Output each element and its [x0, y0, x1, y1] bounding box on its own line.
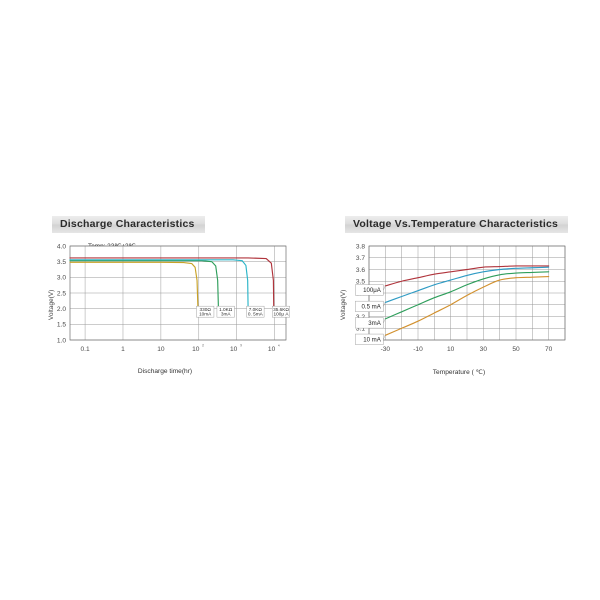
chart-panel-discharge: Discharge Characteristics Temp: 23℃±2℃ V…	[40, 216, 290, 381]
svg-text:1.0KΩ: 1.0KΩ	[219, 307, 233, 312]
x-tick-label: 50	[512, 346, 520, 353]
voltemp-plot-svg: 3.03.13.23.33.43.53.63.73.8-30-101030507…	[355, 243, 566, 353]
y-tick-label: 3.8	[356, 243, 365, 250]
svg-text:100μA: 100μA	[363, 287, 382, 294]
discharge-curve	[69, 257, 275, 310]
x-tick-label: 10	[157, 346, 165, 353]
voltemp-curve	[384, 265, 550, 287]
voltemp-curve-label: 100μA	[355, 284, 386, 296]
voltemp-curve	[384, 275, 550, 336]
y-tick-label: 2.5	[57, 290, 66, 297]
y-tick-label: 3.7	[356, 255, 365, 262]
discharge-plot-svg: 1.01.52.02.53.03.54.00.1 1 10 10 ² 10 ³ 10 ⁴330Ω…	[57, 243, 290, 353]
voltemp-curve-label: 3mA	[355, 317, 386, 329]
discharge-curve	[69, 259, 249, 310]
y-tick-label: 3.5	[356, 279, 365, 286]
svg-text:3mA: 3mA	[221, 312, 232, 317]
svg-text:10: 10	[230, 346, 238, 353]
svg-text:²: ²	[202, 344, 204, 349]
chart-title-voltemp: Voltage Vs.Temperature Characteristics	[345, 216, 569, 233]
x-tick-label: 30	[480, 346, 488, 353]
svg-text:0. 5mA: 0. 5mA	[248, 312, 264, 317]
svg-text:10mA: 10mA	[199, 312, 212, 317]
chart-title-discharge: Discharge Characteristics	[52, 216, 205, 233]
voltemp-curve-label: 10 mA	[355, 333, 386, 345]
svg-text:10 mA: 10 mA	[363, 336, 382, 343]
svg-text:7.0KΩ: 7.0KΩ	[249, 307, 263, 312]
x-tick-label: 10 ⁴	[268, 344, 280, 353]
y-tick-label: 3.5	[57, 259, 66, 266]
x-axis-label-voltemp: Temperature ( ℃)	[432, 369, 486, 376]
y-tick-label: 3.6	[356, 267, 365, 274]
svg-text:⁴: ⁴	[278, 344, 280, 349]
y-tick-label: 3.1	[356, 326, 365, 333]
discharge-curve	[69, 261, 199, 310]
discharge-curve	[69, 260, 220, 310]
plot-area-voltemp: 3.03.13.23.33.43.53.63.73.8-30-101030507…	[333, 240, 585, 365]
y-tick-label: 2.0	[57, 306, 66, 313]
plot-area-discharge: 1.0 1.5 2.0 2.5 3.0 3.5 4.0 0.1 1 10 10 ² 10 ³ 10 ⁴ 330Ω…	[40, 240, 290, 365]
svg-text:³: ³	[240, 344, 242, 349]
voltemp-curve-label: 0.5 mA	[355, 300, 386, 312]
x-axis-label-discharge: Discharge time(hr)	[137, 368, 193, 375]
svg-text:35.6KΩ: 35.6KΩ	[273, 307, 289, 312]
svg-text:10: 10	[268, 346, 276, 353]
y-tick-label: 1.5	[57, 322, 66, 329]
svg-text:3mA: 3mA	[368, 320, 381, 327]
svg-text:10: 10	[157, 346, 165, 353]
x-tick-label: -30	[381, 346, 391, 353]
svg-text:0.5 mA: 0.5 mA	[362, 304, 382, 311]
x-tick-label: 10 ³	[230, 344, 242, 353]
x-tick-label: 70	[545, 346, 553, 353]
svg-text:0.1: 0.1	[80, 346, 89, 353]
x-tick-label: 1	[121, 346, 125, 353]
y-tick-label: 3.2	[356, 314, 365, 321]
voltemp-curve	[384, 266, 550, 303]
svg-text:10: 10	[192, 346, 200, 353]
x-tick-label: 10	[447, 346, 455, 353]
x-tick-label: -10	[413, 346, 423, 353]
svg-text:330Ω: 330Ω	[200, 307, 212, 312]
x-tick-label: 10 ²	[192, 344, 204, 353]
voltemp-curve	[384, 271, 550, 320]
y-tick-label: 4.0	[57, 243, 66, 250]
svg-text:100μ A: 100μ A	[274, 312, 290, 317]
y-tick-label: 3.0	[57, 275, 66, 282]
chart-panel-voltemp: Voltage Vs.Temperature Characteristics V…	[333, 216, 585, 381]
y-tick-label: 1.0	[57, 337, 66, 344]
svg-text:1: 1	[121, 346, 125, 353]
x-tick-label: 0.1	[80, 346, 89, 353]
